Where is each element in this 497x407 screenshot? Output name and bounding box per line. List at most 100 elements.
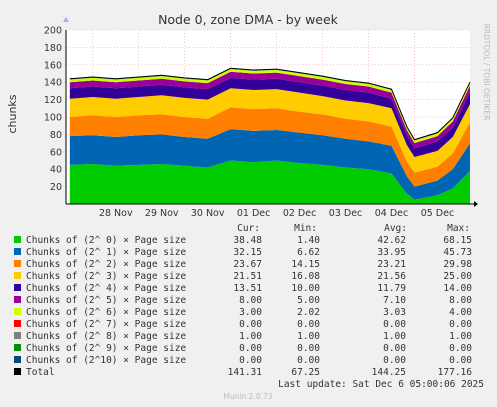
area-series-2 (69, 107, 471, 187)
y-tick-label: 180 (44, 43, 62, 54)
legend-header: Cur: (237, 223, 260, 234)
legend-value-cur: 0.00 (239, 355, 262, 366)
legend-value-cur: 141.31 (228, 367, 263, 378)
legend-swatch (14, 344, 21, 351)
legend-value-cur: 38.48 (233, 235, 262, 246)
legend-value-avg: 33.95 (377, 247, 406, 258)
legend-swatch (14, 356, 21, 363)
legend-label: Chunks of (2^ 1) × Page size (26, 247, 186, 258)
legend-value-max: 14.00 (443, 283, 472, 294)
legend-swatch (14, 260, 21, 267)
legend-value-max: 1.00 (449, 331, 472, 342)
legend-value-cur: 8.00 (239, 295, 262, 306)
legend-swatch (14, 236, 21, 243)
legend: Cur: Min: Avg: Max: Chunks of (2^ 0) × Page … (14, 223, 472, 378)
y-tick-label: 20 (50, 182, 62, 193)
legend-value-max: 68.15 (443, 235, 472, 246)
legend-value-min: 5.00 (297, 295, 320, 306)
legend-label: Chunks of (2^ 3) × Page size (26, 271, 186, 282)
legend-value-min: 2.02 (297, 307, 320, 318)
last-update: Last update: Sat Dec 6 05:00:06 2025 (278, 379, 484, 390)
y-axis-arrow (63, 17, 69, 22)
legend-value-avg: 23.21 (377, 259, 406, 270)
y-tick-label: 200 (44, 26, 62, 37)
x-tick-label: 02 Dec (283, 208, 317, 219)
legend-value-max: 25.00 (443, 271, 472, 282)
y-tick-label: 40 (50, 165, 62, 176)
stacked-areas (69, 68, 471, 204)
munin-version: Munin 2.0.73 (223, 392, 272, 401)
legend-swatch (14, 332, 21, 339)
legend-value-cur: 0.00 (239, 319, 262, 330)
legend-label: Total (26, 367, 55, 378)
legend-label: Chunks of (2^ 7) × Page size (26, 319, 186, 330)
legend-value-max: 0.00 (449, 355, 472, 366)
legend-label: Chunks of (2^ 2) × Page size (26, 259, 186, 270)
legend-value-min: 0.00 (297, 343, 320, 354)
legend-swatch (14, 272, 21, 279)
area-series-5 (69, 71, 471, 149)
legend-value-cur: 1.00 (239, 331, 262, 342)
legend-swatch (14, 248, 21, 255)
legend-label: Chunks of (2^ 4) × Page size (26, 283, 186, 294)
legend-value-min: 1.00 (297, 331, 320, 342)
x-tick-label: 03 Dec (329, 208, 363, 219)
legend-value-min: 16.08 (291, 271, 320, 282)
y-tick-label: 80 (50, 130, 62, 141)
x-tick-label: 30 Nov (191, 208, 225, 219)
x-tick-label: 29 Nov (145, 208, 179, 219)
legend-value-cur: 0.00 (239, 343, 262, 354)
legend-value-cur: 3.00 (239, 307, 262, 318)
legend-label: Chunks of (2^ 6) × Page size (26, 307, 186, 318)
legend-value-max: 4.00 (449, 307, 472, 318)
y-tick-label: 140 (44, 78, 62, 89)
legend-value-max: 0.00 (449, 319, 472, 330)
x-tick-label: 04 Dec (375, 208, 409, 219)
legend-label: Chunks of (2^ 5) × Page size (26, 295, 186, 306)
y-tick-label: 60 (50, 147, 62, 158)
y-tick-label: 100 (44, 113, 62, 124)
legend-value-avg: 7.10 (383, 295, 406, 306)
legend-value-avg: 21.56 (377, 271, 406, 282)
area-series-4 (69, 77, 471, 158)
legend-value-max: 45.73 (443, 247, 472, 258)
legend-value-min: 1.40 (297, 235, 320, 246)
legend-value-avg: 1.00 (383, 331, 406, 342)
legend-value-max: 177.16 (438, 367, 473, 378)
legend-value-avg: 0.00 (383, 343, 406, 354)
legend-value-min: 0.00 (297, 355, 320, 366)
legend-label: Chunks of (2^ 0) × Page size (26, 235, 186, 246)
legend-value-avg: 11.79 (377, 283, 406, 294)
legend-value-cur: 13.51 (233, 283, 262, 294)
legend-value-max: 29.98 (443, 259, 472, 270)
legend-label: Chunks of (2^ 8) × Page size (26, 331, 186, 342)
rrdtool-watermark: RRDTOOL / TOBI OETIKER (482, 24, 491, 121)
y-tick-label: 160 (44, 60, 62, 71)
total-line (69, 67, 471, 141)
legend-header: Max: (447, 223, 470, 234)
legend-value-min: 10.00 (291, 283, 320, 294)
legend-value-min: 67.25 (291, 367, 320, 378)
legend-swatch (14, 320, 21, 327)
legend-swatch (14, 308, 21, 315)
x-tick-label: 28 Nov (99, 208, 133, 219)
legend-value-cur: 23.67 (233, 259, 262, 270)
legend-value-min: 0.00 (297, 319, 320, 330)
x-axis-arrow (474, 201, 478, 207)
legend-swatch (14, 296, 21, 303)
legend-value-min: 14.15 (291, 259, 320, 270)
legend-label: Chunks of (2^ 9) × Page size (26, 343, 186, 354)
legend-header: Avg: (384, 223, 407, 234)
legend-swatch (14, 284, 21, 291)
legend-value-cur: 32.15 (233, 247, 262, 258)
legend-label: Chunks of (2^10) × Page size (26, 355, 186, 366)
legend-value-cur: 21.51 (233, 271, 262, 282)
legend-value-max: 0.00 (449, 343, 472, 354)
legend-value-max: 8.00 (449, 295, 472, 306)
y-axis-label: chunks (6, 94, 19, 133)
legend-value-avg: 42.62 (377, 235, 406, 246)
legend-header: Min: (294, 223, 317, 234)
y-tick-labels: 20 40 60 80 100 120 140 160 180 200 (44, 26, 62, 194)
legend-value-avg: 3.03 (383, 307, 406, 318)
